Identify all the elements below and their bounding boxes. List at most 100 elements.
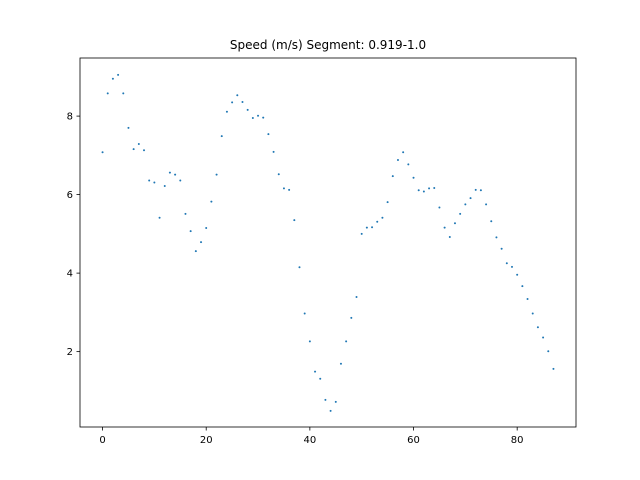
data-point [220,135,223,138]
data-point [251,117,254,120]
y-axis: 2 4 6 8 [67,112,80,358]
data-point [132,148,135,151]
data-point [127,126,130,129]
data-point [293,219,296,222]
data-point [298,266,301,269]
data-point [236,94,239,97]
data-point [531,312,534,315]
x-tick-label: 40 [303,435,316,446]
data-point [365,226,368,229]
data-point [148,179,151,182]
data-point [552,367,555,370]
x-tick-label: 60 [407,435,420,446]
data-point [101,151,104,154]
data-point [542,336,545,339]
data-point [200,241,203,244]
data-point [117,73,120,76]
chart-title: Speed (m/s) Segment: 0.919-1.0 [230,38,426,52]
data-point [231,101,234,104]
data-point [267,133,270,136]
data-point [490,220,493,223]
data-point [163,184,166,187]
data-point [428,187,431,190]
data-point [371,226,374,229]
data-point [319,377,322,380]
data-point [485,203,488,206]
data-point [469,197,472,200]
data-point [137,142,140,145]
data-point [329,409,332,412]
data-point [453,222,456,225]
data-point [505,262,508,265]
data-point [407,163,410,166]
y-tick-label: 2 [67,347,73,358]
data-point [381,216,384,219]
y-tick-label: 6 [67,190,73,201]
data-point [194,250,197,253]
data-point [402,151,405,154]
data-point [122,92,125,95]
data-point [189,230,192,233]
plot-frame [79,57,577,428]
data-point [443,226,446,229]
x-tick-label: 0 [99,435,105,446]
data-point [396,159,399,162]
data-point [288,188,291,191]
data-point [536,326,539,329]
data-point [257,114,260,117]
data-point [246,108,249,111]
data-point [334,400,337,403]
y-tick-label: 4 [67,269,73,280]
data-point [215,173,218,176]
data-point [386,201,389,204]
data-point [324,398,327,401]
data-point [547,350,550,353]
data-point [376,220,379,223]
data-point [225,110,228,113]
data-point [174,173,177,176]
data-point [345,340,348,343]
y-tick-label: 8 [67,112,73,123]
data-point [111,77,114,80]
data-point [360,232,363,235]
data-point [262,116,265,119]
data-point [339,362,342,365]
data-point [526,298,529,301]
data-point [184,212,187,215]
data-point [143,149,146,152]
data-point [459,212,462,215]
data-point [272,150,275,153]
data-point [474,188,477,191]
x-axis: 0 20 40 60 80 [99,427,524,446]
data-point [391,175,394,178]
data-points [101,73,555,412]
data-point [168,171,171,174]
data-point [205,226,208,229]
data-point [422,190,425,193]
data-point [314,370,317,373]
data-point [464,203,467,206]
data-point [417,189,420,192]
data-point [438,206,441,209]
data-point [433,186,436,189]
data-point [158,216,161,219]
data-point [241,100,244,103]
x-tick-label: 80 [511,435,524,446]
data-point [277,173,280,176]
data-point [516,273,519,276]
data-point [308,340,311,343]
data-point [521,285,524,288]
data-point [179,179,182,182]
data-point [412,176,415,179]
data-point [355,296,358,299]
data-point [510,265,513,268]
x-tick-label: 20 [200,435,213,446]
data-point [282,187,285,190]
data-point [479,189,482,192]
data-point [350,316,353,319]
data-point [303,312,306,315]
data-point [448,236,451,238]
data-point [210,200,213,203]
data-point [495,236,498,239]
